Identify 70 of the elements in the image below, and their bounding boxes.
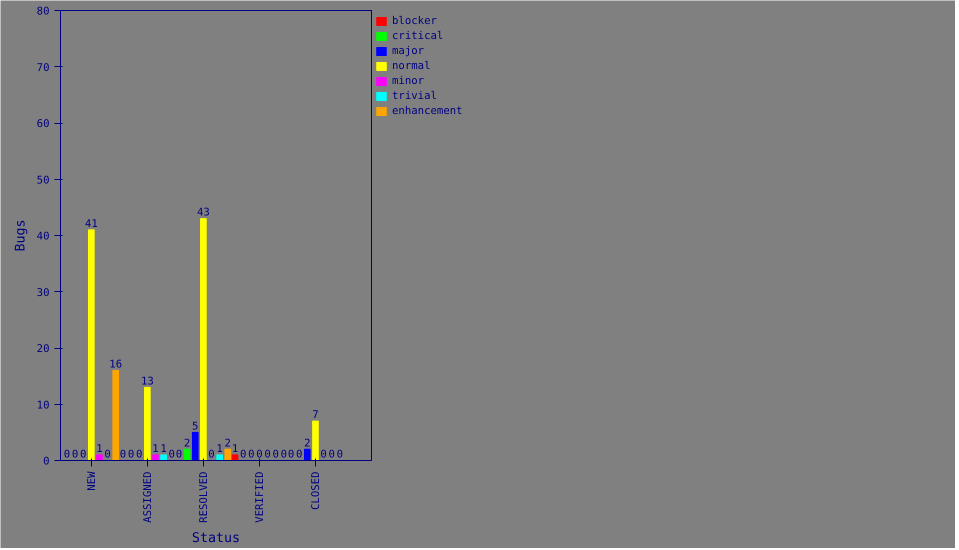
data-label: 0: [288, 448, 294, 460]
data-label: 0: [136, 448, 142, 460]
data-label: 0: [272, 448, 279, 460]
data-label: 0: [104, 448, 111, 460]
data-label: 13: [140, 374, 154, 388]
y-axis-title: Bugs: [14, 219, 29, 252]
legend-label: blocker: [392, 14, 437, 27]
data-label: 1: [152, 442, 159, 455]
bar: [88, 229, 95, 460]
bar: [144, 386, 151, 460]
y-tick-label: 70: [36, 60, 50, 74]
x-axis-title: Status: [192, 530, 240, 546]
data-label: 0: [64, 448, 70, 460]
data-label: 0: [248, 448, 255, 460]
legend-label: major: [392, 44, 424, 57]
y-tick-label: 40: [36, 230, 50, 242]
data-label: 0: [320, 448, 327, 460]
bar: [192, 432, 199, 460]
data-label: 1: [216, 442, 223, 455]
x-tick-label: RESOLVED: [196, 471, 210, 523]
legend-label: enhancement: [392, 104, 463, 117]
bar: [224, 448, 232, 460]
x-tick-label: VERIFIED: [252, 471, 266, 523]
bar: [232, 454, 238, 460]
data-label: 0: [240, 448, 246, 460]
y-tick-label: 30: [36, 286, 50, 299]
bar: [304, 448, 311, 460]
data-label: 0: [328, 448, 335, 460]
bar: [312, 420, 319, 460]
data-label: 2: [304, 436, 311, 450]
x-tick-label: ASSIGNED: [140, 471, 154, 523]
data-label: 0: [176, 448, 182, 460]
data-label: 0: [208, 448, 215, 460]
y-tick-label: 60: [36, 117, 50, 130]
legend-label: minor: [392, 74, 424, 87]
data-label: 1: [96, 442, 103, 455]
bar: [184, 448, 190, 460]
y-tick-label: 10: [36, 398, 50, 412]
bar: [112, 370, 120, 460]
legend-label: critical: [392, 29, 444, 42]
data-label: 0: [72, 448, 78, 460]
bar: [200, 218, 207, 460]
data-label: 41: [84, 216, 98, 230]
data-label: 1: [232, 442, 238, 455]
data-label: 1: [160, 442, 167, 455]
y-tick-label: 50: [36, 173, 50, 186]
data-label: 2: [184, 436, 190, 450]
legend-label: trivial: [392, 89, 437, 102]
data-label: 0: [280, 448, 288, 460]
legend-label: normal: [392, 59, 430, 72]
data-label: 0: [336, 448, 344, 460]
data-label: 0: [128, 448, 134, 460]
data-label: 0: [256, 448, 263, 460]
data-label: 0: [296, 448, 302, 460]
data-label: 2: [224, 436, 231, 450]
data-label: 0: [168, 448, 175, 460]
data-label: 5: [192, 419, 198, 432]
data-label: 0: [264, 448, 271, 460]
y-tick-label: 0: [43, 454, 50, 468]
data-label: 0: [80, 448, 86, 460]
y-tick-label: 20: [36, 342, 50, 355]
data-label: 16: [109, 358, 122, 370]
x-tick-label: NEW: [84, 470, 98, 491]
y-tick-label: 80: [36, 4, 50, 18]
data-label: 0: [120, 448, 126, 460]
data-label: 43: [196, 206, 210, 219]
data-label: 7: [312, 408, 319, 422]
bar: [96, 454, 103, 460]
x-tick-label: CLOSED: [308, 471, 322, 510]
bar: [152, 454, 159, 460]
